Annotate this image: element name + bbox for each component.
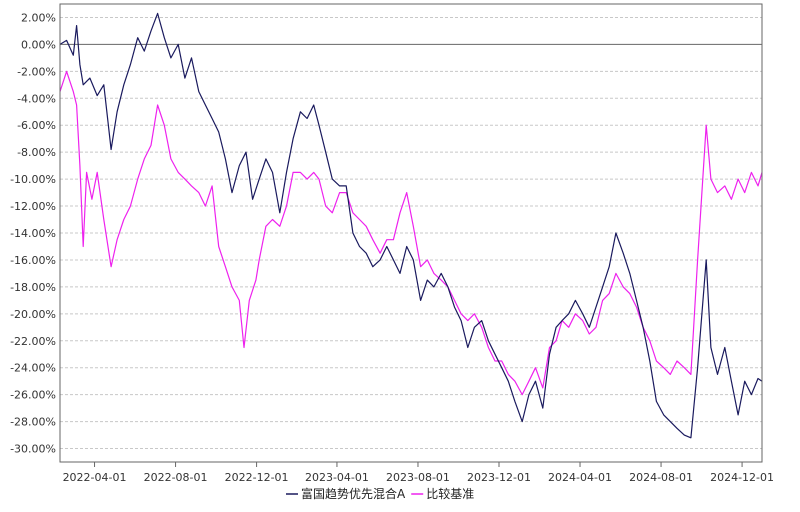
- y-tick-label: -26.00%: [10, 389, 56, 402]
- x-tick-label: 2022-04-01: [63, 471, 127, 484]
- x-tick-label: 2023-04-01: [305, 471, 369, 484]
- x-tick-label: 2024-04-01: [548, 471, 612, 484]
- y-tick-label: -20.00%: [10, 308, 56, 321]
- x-tick-label: 2022-12-01: [225, 471, 289, 484]
- y-tick-label: -24.00%: [10, 362, 56, 375]
- y-tick-label: 2.00%: [21, 11, 56, 24]
- y-tick-label: -16.00%: [10, 254, 56, 267]
- legend-label: 比较基准: [426, 486, 474, 501]
- y-tick-label: -6.00%: [17, 119, 56, 132]
- series-line-fund: [59, 12, 763, 439]
- x-tick-label: 2022-08-01: [144, 471, 208, 484]
- y-tick-label: 0.00%: [21, 38, 56, 51]
- y-tick-label: -2.00%: [17, 65, 56, 78]
- y-tick-label: -4.00%: [17, 92, 56, 105]
- x-tick-label: 2024-08-01: [629, 471, 693, 484]
- y-tick-label: -30.00%: [10, 443, 56, 456]
- legend-label: 富国趋势优先混合A: [301, 486, 406, 501]
- y-tick-label: -10.00%: [10, 173, 56, 186]
- legend: 富国趋势优先混合A 比较基准: [286, 486, 474, 501]
- y-tick-label: -28.00%: [10, 416, 56, 429]
- y-tick-label: -14.00%: [10, 227, 56, 240]
- grid-lines: [60, 16, 762, 450]
- y-tick-label: -18.00%: [10, 281, 56, 294]
- y-tick-label: -22.00%: [10, 335, 56, 348]
- x-tick-label: 2024-12-01: [710, 471, 774, 484]
- series-lines: [59, 12, 763, 439]
- y-tick-label: -8.00%: [17, 146, 56, 159]
- x-tick-label: 2023-08-01: [386, 471, 450, 484]
- plot-frame: [59, 3, 763, 463]
- x-axis-ticks: 2022-04-01 2022-08-01 2022-12-01 2023-04-01…: [63, 462, 774, 484]
- y-axis-ticks: 2.00% 0.00% -2.00% -4.00% -6.00% -8.00% -10.00…: [10, 11, 56, 455]
- x-tick-label: 2023-12-01: [467, 471, 531, 484]
- y-tick-label: -12.00%: [10, 200, 56, 213]
